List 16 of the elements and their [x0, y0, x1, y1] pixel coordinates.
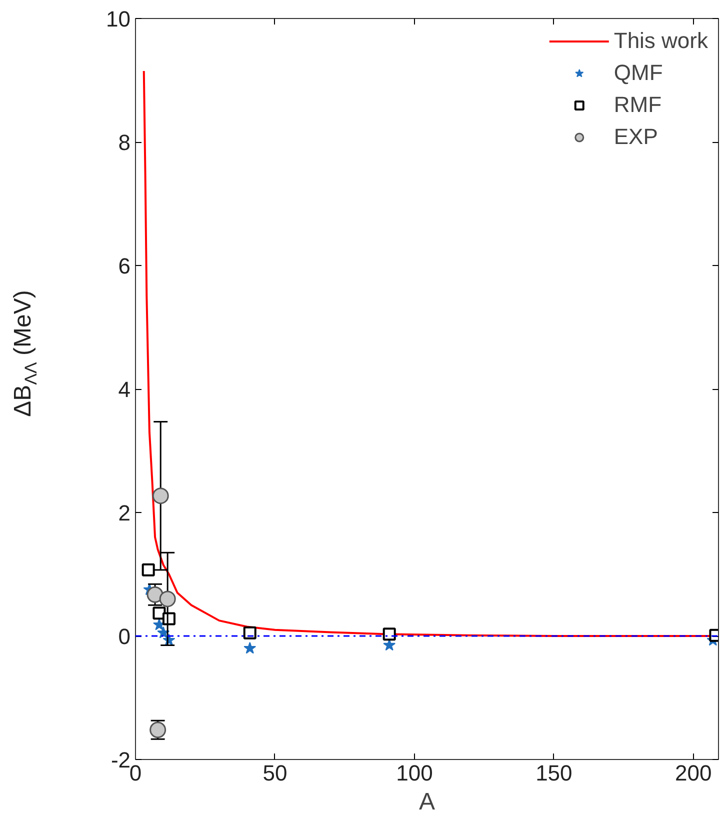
y-tick-label: 6 [118, 254, 131, 278]
y-tick-label: -2 [110, 748, 130, 772]
legend-label: RMF [614, 92, 662, 118]
legend-label: EXP [614, 124, 658, 150]
x-axis-title: A [418, 788, 436, 816]
x-tick-label: 200 [675, 760, 712, 786]
x-tick-label: 100 [396, 760, 433, 786]
y-tick-label: 4 [118, 377, 131, 402]
x-tick-label: 50 [262, 760, 288, 786]
legend-label: This work [614, 28, 708, 54]
y-tick-label: 10 [106, 6, 131, 32]
x-tick-label: 150 [536, 760, 572, 786]
y-tick-label: 2 [118, 500, 131, 526]
y-tick-label: 8 [118, 130, 131, 155]
y-tick-label: 0 [118, 624, 131, 649]
legend-label: QMF [614, 60, 663, 86]
